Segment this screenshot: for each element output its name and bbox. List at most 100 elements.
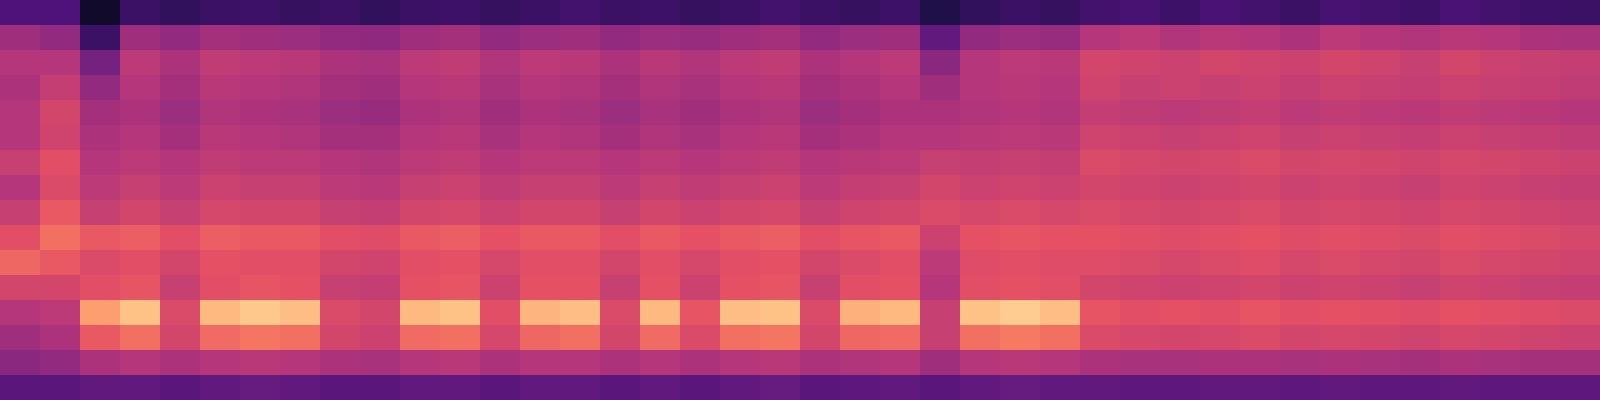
cell <box>640 0 681 26</box>
cell <box>1440 200 1481 226</box>
cell <box>840 100 881 126</box>
cell <box>80 175 121 201</box>
cell <box>120 0 161 26</box>
cell <box>1560 225 1600 251</box>
cell <box>400 300 441 326</box>
cell <box>0 350 41 376</box>
cell <box>200 275 241 301</box>
cell <box>880 250 921 276</box>
cell <box>1480 0 1521 26</box>
cell <box>760 100 801 126</box>
cell <box>400 225 441 251</box>
cell <box>1520 225 1561 251</box>
cell <box>1240 225 1281 251</box>
cell <box>520 375 561 400</box>
cell <box>840 200 881 226</box>
cell <box>1240 125 1281 151</box>
cell <box>1040 75 1081 101</box>
cell <box>720 100 761 126</box>
cell <box>800 50 841 76</box>
cell <box>880 25 921 51</box>
cell <box>1480 100 1521 126</box>
cell <box>120 275 161 301</box>
cell <box>800 300 841 326</box>
cell <box>1160 225 1201 251</box>
cell <box>1280 225 1321 251</box>
cell <box>800 150 841 176</box>
cell <box>120 50 161 76</box>
cell <box>480 125 521 151</box>
cell <box>400 150 441 176</box>
cell <box>1560 325 1600 351</box>
cell <box>640 200 681 226</box>
cell <box>360 0 401 26</box>
cell <box>760 75 801 101</box>
cell <box>1280 175 1321 201</box>
cell <box>280 300 321 326</box>
cell <box>0 0 41 26</box>
cell <box>1080 200 1121 226</box>
cell <box>200 300 241 326</box>
cell <box>640 300 681 326</box>
cell <box>400 75 441 101</box>
cell <box>200 175 241 201</box>
cell <box>600 375 641 400</box>
cell <box>1440 175 1481 201</box>
cell <box>1000 125 1041 151</box>
cell <box>1200 325 1241 351</box>
cell <box>360 325 401 351</box>
cell <box>1200 275 1241 301</box>
cell <box>200 75 241 101</box>
cell <box>280 275 321 301</box>
cell <box>1120 50 1161 76</box>
cell <box>920 300 961 326</box>
cell <box>1120 125 1161 151</box>
cell <box>520 100 561 126</box>
cell <box>1280 375 1321 400</box>
cell <box>120 350 161 376</box>
cell <box>760 300 801 326</box>
cell <box>1160 100 1201 126</box>
cell <box>920 50 961 76</box>
cell <box>360 350 401 376</box>
cell <box>1000 275 1041 301</box>
cell <box>1360 25 1401 51</box>
cell <box>1120 100 1161 126</box>
cell <box>240 375 281 400</box>
cell <box>440 0 481 26</box>
cell <box>480 200 521 226</box>
cell <box>920 0 961 26</box>
cell <box>1320 325 1361 351</box>
cell <box>800 75 841 101</box>
cell <box>840 175 881 201</box>
cell <box>1320 275 1361 301</box>
cell <box>1320 375 1361 400</box>
cell <box>1040 300 1081 326</box>
cell <box>1240 275 1281 301</box>
cell <box>40 275 81 301</box>
cell <box>960 375 1001 400</box>
cell <box>160 100 201 126</box>
cell <box>1440 25 1481 51</box>
cell <box>400 25 441 51</box>
cell <box>1160 0 1201 26</box>
cell <box>560 350 601 376</box>
cell <box>1560 350 1600 376</box>
cell <box>1520 200 1561 226</box>
cell <box>960 150 1001 176</box>
cell <box>240 150 281 176</box>
cell <box>1280 200 1321 226</box>
cell <box>200 0 241 26</box>
cell <box>200 225 241 251</box>
cell <box>200 50 241 76</box>
cell <box>760 0 801 26</box>
cell <box>280 150 321 176</box>
cell <box>1440 225 1481 251</box>
cell <box>1120 325 1161 351</box>
cell <box>600 75 641 101</box>
cell <box>600 225 641 251</box>
cell <box>1440 125 1481 151</box>
cell <box>1360 0 1401 26</box>
cell <box>1400 250 1441 276</box>
cell <box>1400 50 1441 76</box>
